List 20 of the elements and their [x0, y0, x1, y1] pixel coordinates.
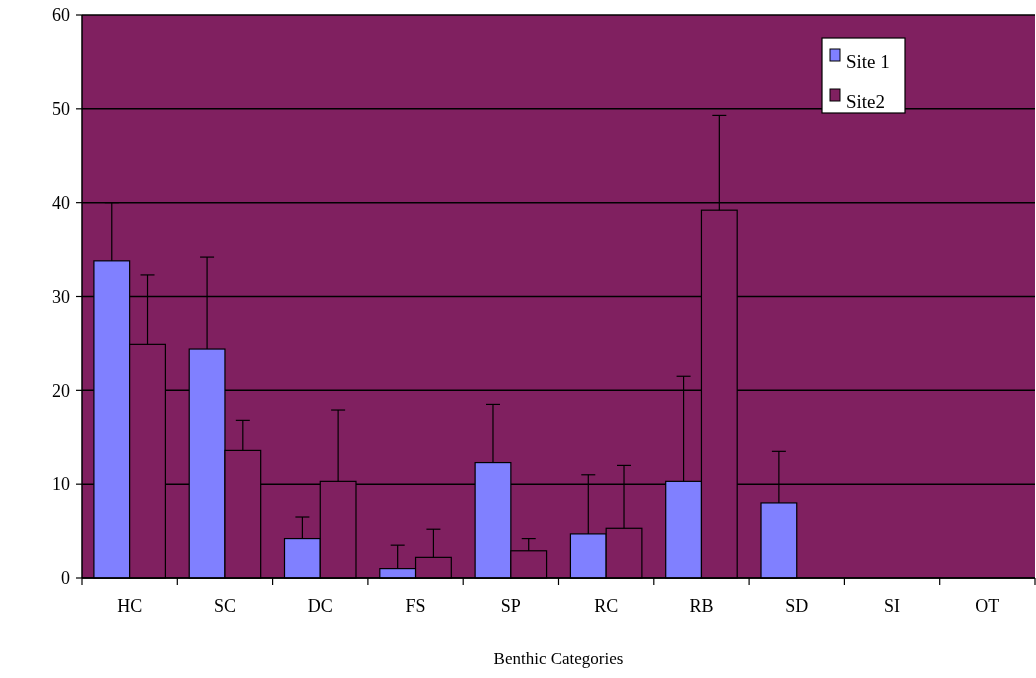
- y-tick-label: 60: [52, 5, 70, 26]
- x-axis-title: Benthic Categories: [493, 649, 624, 668]
- x-tick-label: SC: [213, 596, 236, 616]
- y-tick-label: 0: [61, 568, 70, 589]
- x-tick-label: SD: [785, 596, 809, 616]
- x-tick-label: DC: [307, 596, 333, 616]
- y-tick-label: 40: [52, 192, 70, 213]
- x-tick-label: RC: [594, 596, 619, 616]
- x-tick-label: FS: [405, 596, 426, 616]
- legend-label: Site 1: [846, 51, 890, 72]
- y-tick-label: 30: [52, 286, 70, 307]
- y-tick-label: 50: [52, 99, 70, 120]
- y-tick-label: 20: [52, 380, 70, 401]
- x-tick-label: OT: [975, 596, 1000, 616]
- x-tick-label: HC: [117, 596, 143, 616]
- x-tick-label: RB: [689, 596, 714, 616]
- legend-label: Site2: [846, 91, 886, 112]
- y-tick-label: 10: [52, 474, 70, 495]
- x-tick-label: SP: [500, 596, 521, 616]
- x-tick-label: SI: [884, 596, 901, 616]
